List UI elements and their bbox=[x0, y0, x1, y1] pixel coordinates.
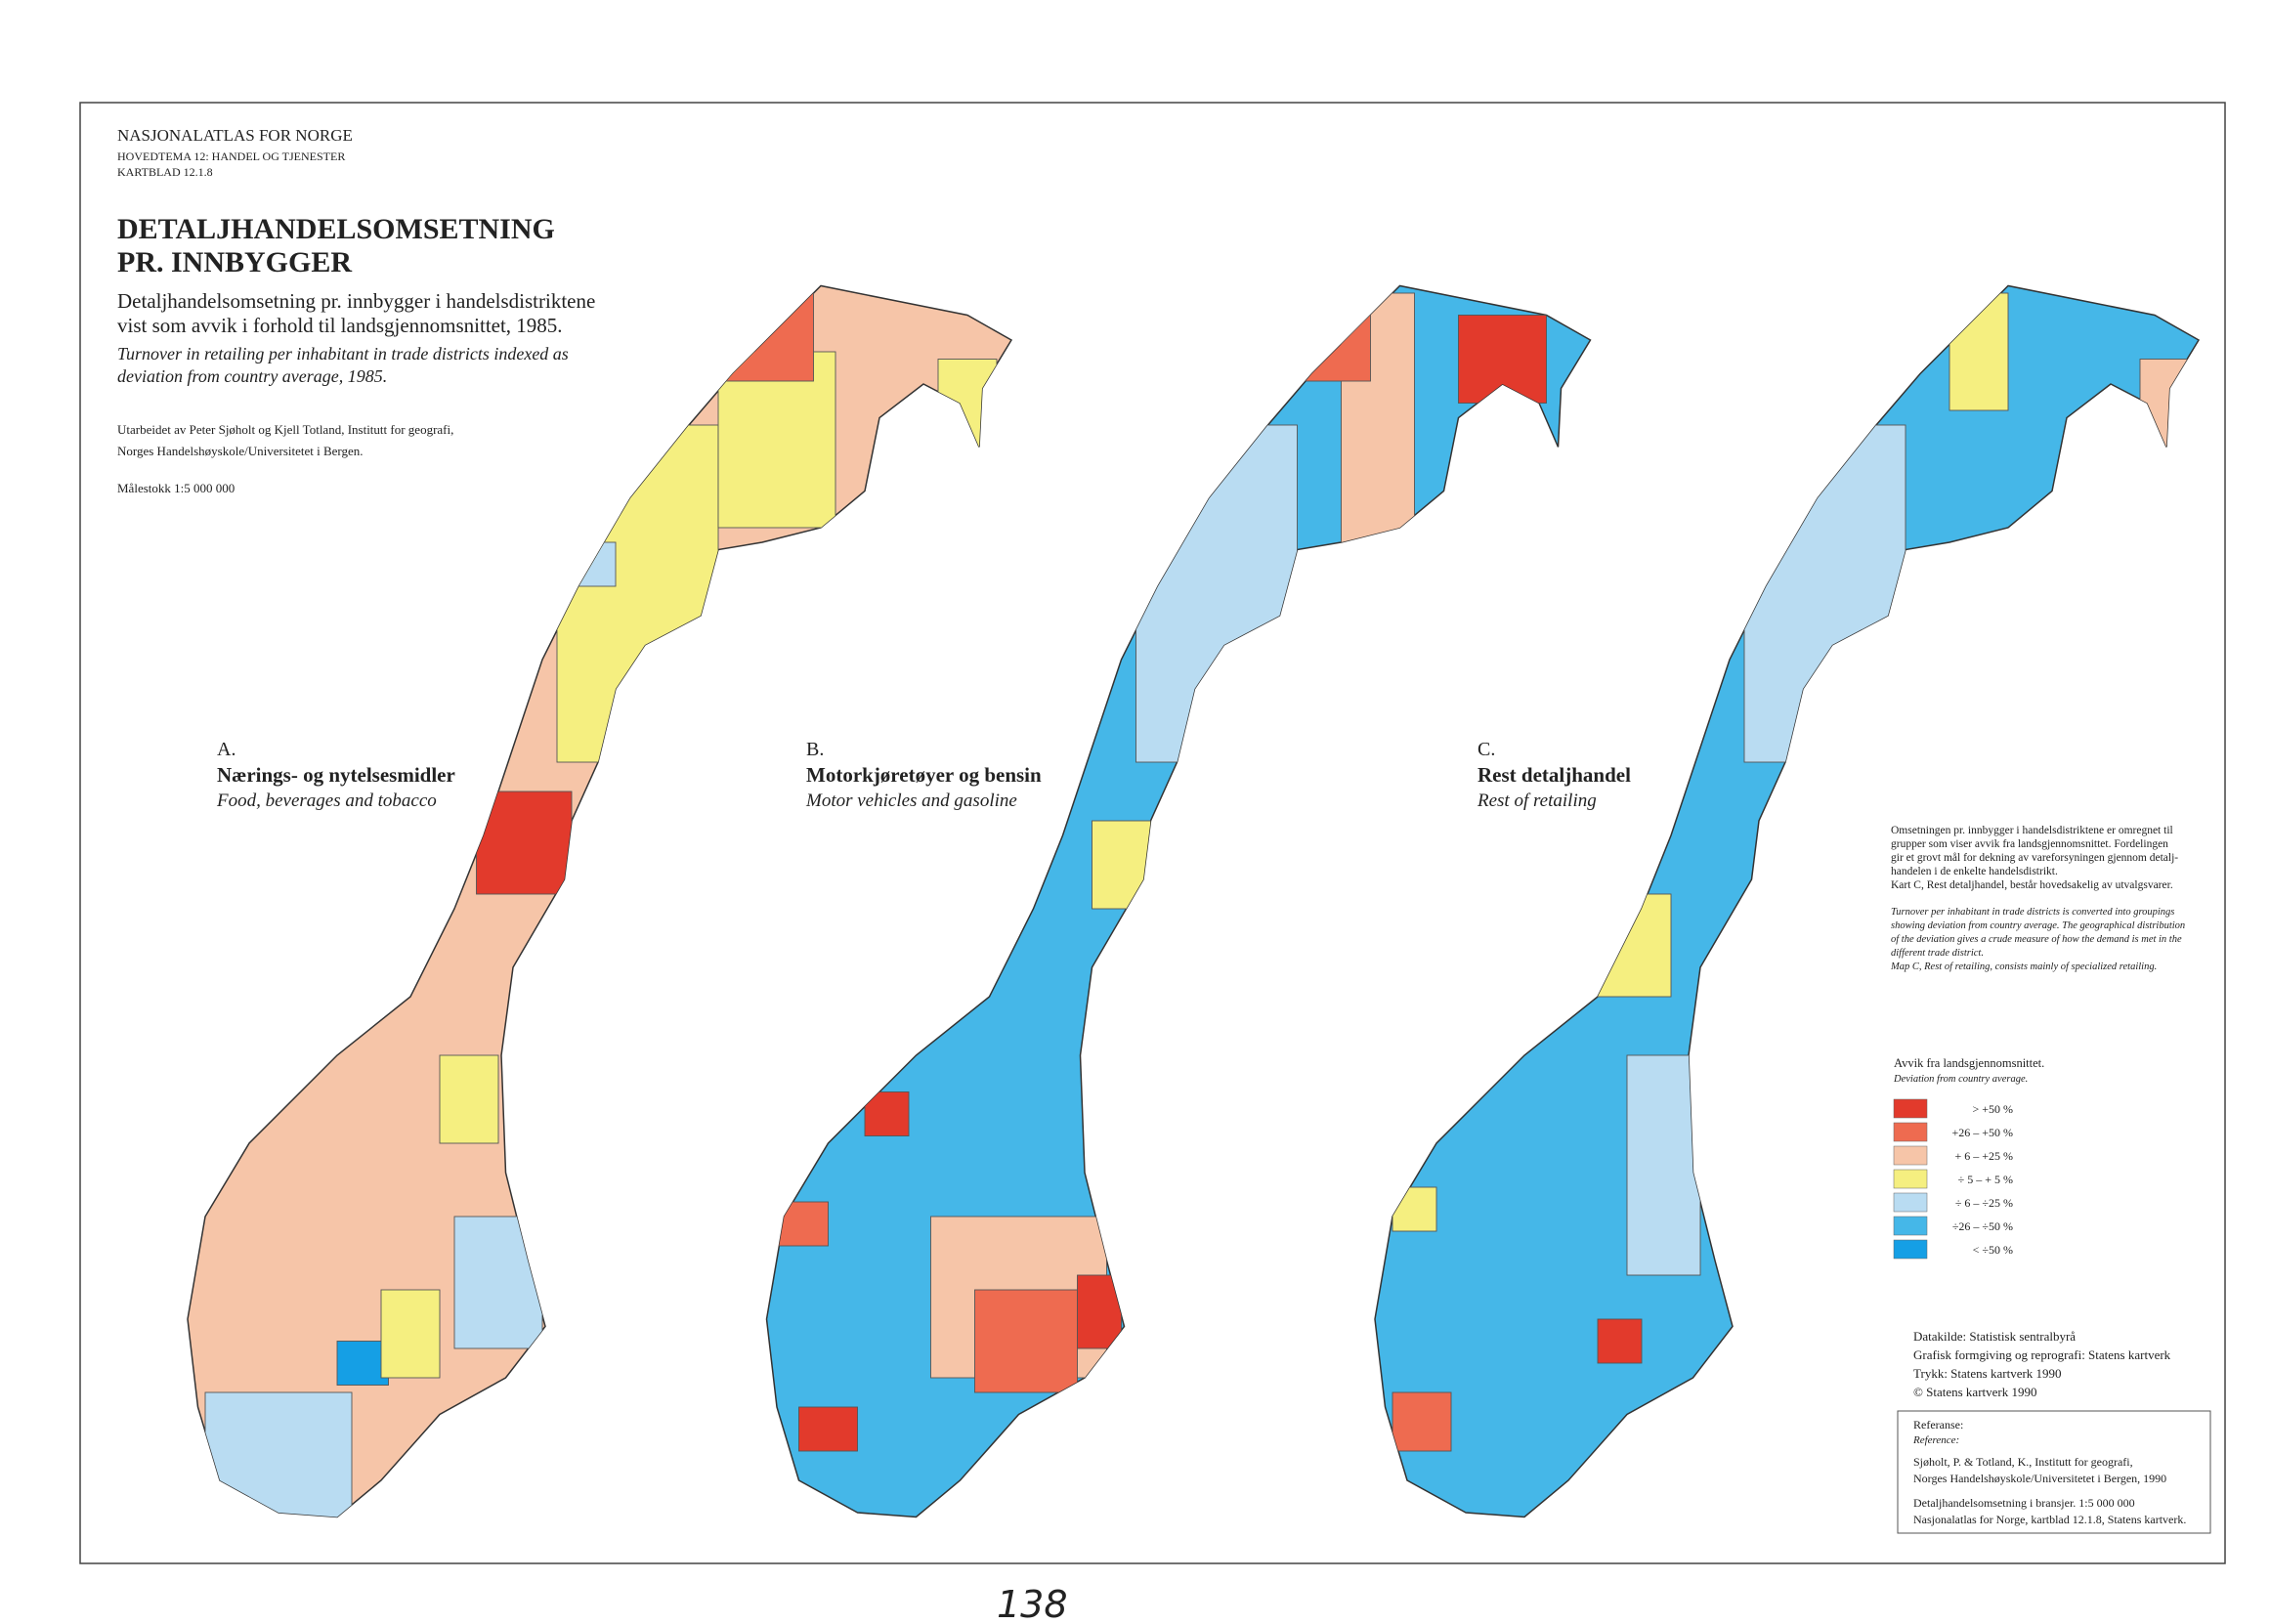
map-title: Motorkjøretøyer og bensin bbox=[806, 763, 1042, 787]
map-title: Nærings- og nytelsesmidler bbox=[217, 763, 455, 787]
legend-label: + 6 – +25 % bbox=[1954, 1149, 2013, 1163]
legend-subtitle: Deviation from country average. bbox=[1893, 1074, 2028, 1085]
theme: HOVEDTEMA 12: HANDEL OG TJENESTER bbox=[117, 150, 345, 163]
sources: Datakilde: Statistisk sentralbyrå Grafisk… bbox=[1913, 1329, 2171, 1399]
map-subtitle: Motor vehicles and gasoline bbox=[805, 791, 1017, 811]
note-no: handelen i de enkelte handelsdistrikt. bbox=[1891, 866, 2058, 877]
map-letter: B. bbox=[806, 739, 824, 760]
notes: Omsetningen pr. innbygger i handelsdistr… bbox=[1890, 825, 2185, 972]
reference-box bbox=[1897, 1410, 2211, 1534]
reference-line: Nasjonalatlas for Norge, kartblad 12.1.8… bbox=[1913, 1513, 2186, 1526]
scale: Målestokk 1:5 000 000 bbox=[117, 481, 235, 495]
source-line: © Statens kartverk 1990 bbox=[1913, 1385, 2037, 1399]
note-no: gir et grovt mål for dekning av varefors… bbox=[1891, 851, 2178, 864]
map-subtitle: Food, beverages and tobacco bbox=[216, 791, 437, 811]
sheet: KARTBLAD 12.1.8 bbox=[117, 165, 213, 179]
source-line: Grafisk formgiving og reprografi: Staten… bbox=[1913, 1347, 2171, 1362]
subtitle-no: vist som avvik i forhold til landsgjenno… bbox=[117, 314, 563, 337]
title: PR. INNBYGGER bbox=[117, 246, 352, 278]
subtitle-en: Turnover in retailing per inhabitant in … bbox=[117, 344, 569, 363]
note-en: different trade district. bbox=[1891, 948, 1984, 959]
legend-swatch bbox=[1893, 1216, 1928, 1236]
legend-swatch bbox=[1893, 1098, 1928, 1119]
legend-label: +26 – +50 % bbox=[1951, 1126, 2013, 1139]
reference-line: Detaljhandelsomsetning i bransjer. 1:5 0… bbox=[1913, 1496, 2135, 1510]
legend-label: < ÷50 % bbox=[1973, 1243, 2013, 1257]
reference-heading: Referanse: bbox=[1913, 1418, 1963, 1432]
map-letter: A. bbox=[217, 739, 236, 760]
legend-title: Avvik fra landsgjennomsnittet. bbox=[1894, 1056, 2044, 1070]
credit: Norges Handelshøyskole/Universitetet i B… bbox=[117, 444, 364, 458]
reference-line: Norges Handelshøyskole/Universitetet i B… bbox=[1913, 1472, 2166, 1485]
legend-label: > +50 % bbox=[1972, 1102, 2013, 1116]
subtitle-no: Detaljhandelsomsetning pr. innbygger i h… bbox=[117, 289, 595, 313]
subtitle-en: deviation from country average, 1985. bbox=[117, 366, 387, 386]
page-number: 138 bbox=[997, 1583, 1068, 1624]
legend-label: ÷ 5 – + 5 % bbox=[1958, 1173, 2013, 1186]
atlas-name: NASJONALATLAS FOR NORGE bbox=[117, 126, 353, 145]
legend-label: ÷ 6 – ÷25 % bbox=[1955, 1196, 2013, 1210]
note-en: Map C, Rest of retailing, consists mainl… bbox=[1890, 962, 2157, 972]
legend-swatch bbox=[1893, 1169, 1928, 1189]
map-labels: A. Nærings- og nytelsesmidler Food, bevera… bbox=[216, 739, 1631, 811]
source-line: Trykk: Statens kartverk 1990 bbox=[1913, 1366, 2062, 1381]
map-subtitle: Rest of retailing bbox=[1477, 791, 1597, 811]
legend-label: ÷26 – ÷50 % bbox=[1952, 1219, 2013, 1233]
reference-line: Sjøholt, P. & Totland, K., Institutt for… bbox=[1913, 1455, 2133, 1469]
map-letter: C. bbox=[1478, 739, 1495, 760]
legend-swatch bbox=[1893, 1239, 1928, 1260]
legend: Avvik fra landsgjennomsnittet. Deviation … bbox=[1893, 1056, 2044, 1260]
map-title: Rest detaljhandel bbox=[1478, 763, 1631, 787]
note-no: Kart C, Rest detaljhandel, består hoveds… bbox=[1891, 878, 2173, 891]
note-en: Turnover per inhabitant in trade distric… bbox=[1891, 907, 2174, 918]
reference-heading-en: Reference: bbox=[1912, 1434, 1959, 1446]
reference: Referanse: Reference: Sjøholt, P. & Totlan… bbox=[1912, 1418, 2186, 1526]
note-no: grupper som viser avvik fra landsgjennom… bbox=[1891, 838, 2168, 850]
legend-swatch bbox=[1893, 1192, 1928, 1213]
legend-swatch bbox=[1893, 1145, 1928, 1166]
legend-swatch bbox=[1893, 1122, 1928, 1142]
note-no: Omsetningen pr. innbygger i handelsdistr… bbox=[1891, 825, 2173, 836]
maps bbox=[187, 284, 2200, 1518]
title: DETALJHANDELSOMSETNING bbox=[117, 213, 555, 245]
note-en: of the deviation gives a crude measure o… bbox=[1891, 934, 2182, 945]
note-en: showing deviation from country average. … bbox=[1891, 920, 2185, 931]
source-line: Datakilde: Statistisk sentralbyrå bbox=[1913, 1329, 2076, 1344]
frame bbox=[79, 102, 2226, 1564]
credit: Utarbeidet av Peter Sjøholt og Kjell Tot… bbox=[117, 422, 453, 437]
